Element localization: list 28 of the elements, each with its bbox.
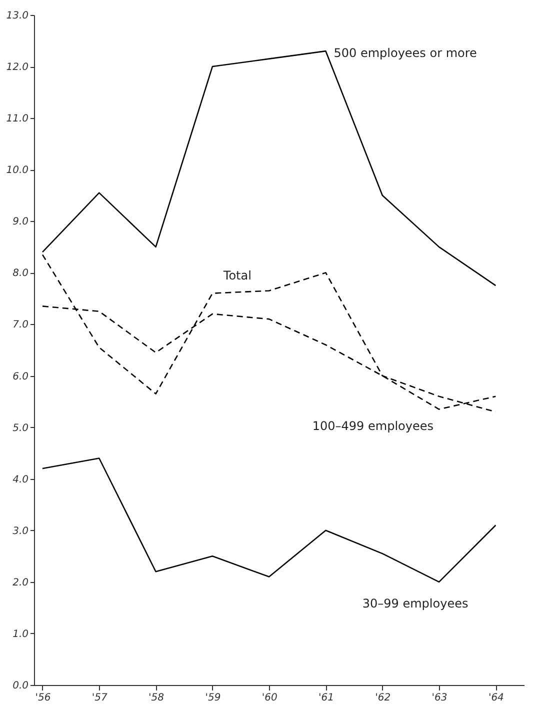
y-tick-label: 6.0	[12, 371, 28, 382]
line-series	[42, 458, 496, 583]
y-tick-label: 10.0	[6, 165, 28, 176]
series-label: 100–499 employees	[312, 418, 434, 433]
y-tick-label: 5.0	[12, 422, 28, 434]
series-label: 500 employees or more	[334, 46, 477, 60]
y-tick-label: 8.0	[12, 268, 28, 280]
x-tick-label: '61	[318, 692, 334, 704]
x-tick-label: '64	[488, 692, 504, 704]
y-tick-label: 0.0	[12, 680, 28, 692]
x-tick-label: '58	[148, 692, 164, 704]
y-tick-label: 3.0	[12, 526, 28, 537]
y-tick-label: 11.0	[6, 114, 28, 125]
y-tick-label: 13.0	[6, 10, 28, 22]
x-tick-label: '63	[432, 692, 448, 704]
x-tick-label: '59	[205, 692, 221, 704]
y-tick-label: 12.0	[6, 62, 28, 74]
y-tick-label: 7.0	[12, 320, 28, 331]
series-label: Total	[222, 268, 252, 282]
y-tick-label: 4.0	[12, 474, 28, 486]
text: 30–99 employees	[362, 596, 468, 611]
y-tick-label: 2.0	[12, 577, 28, 588]
y-tick-label: 9.0	[12, 216, 28, 228]
x-tick-label: '62	[375, 692, 391, 704]
x-tick-label: '56	[35, 692, 51, 704]
x-tick-label: '60	[262, 692, 278, 704]
x-tick-label: '57	[92, 692, 108, 704]
y-tick-label: 1.0	[12, 628, 28, 640]
